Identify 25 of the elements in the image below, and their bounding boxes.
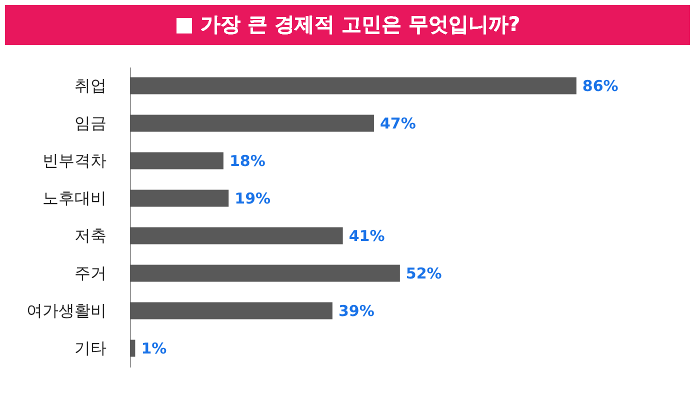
bar bbox=[130, 264, 400, 282]
data-label: 18% bbox=[229, 152, 266, 170]
bar bbox=[130, 77, 576, 94]
data-label: 1% bbox=[141, 339, 167, 358]
y-tick-label: 저축 bbox=[74, 226, 106, 245]
bar bbox=[130, 340, 136, 357]
y-tick-label: 기타 bbox=[74, 338, 106, 358]
bar bbox=[130, 152, 224, 170]
y-tick-label: 취업 bbox=[74, 76, 106, 95]
data-label: 52% bbox=[406, 264, 442, 282]
data-label: 39% bbox=[338, 302, 374, 320]
data-label: 41% bbox=[348, 226, 385, 245]
y-tick-label: 임금 bbox=[74, 113, 106, 132]
y-tick-label: 노후대비 bbox=[42, 188, 106, 208]
chart-title: ■ 가장 큰 경제적 고민은 무엇입니까? bbox=[174, 12, 520, 36]
y-tick-label: 여가생활비 bbox=[26, 300, 106, 320]
bar bbox=[130, 227, 343, 244]
data-label: 47% bbox=[380, 114, 416, 132]
y-tick-label: 빈부격차 bbox=[42, 150, 106, 170]
bar bbox=[130, 302, 332, 320]
data-label: 86% bbox=[582, 76, 618, 95]
data-label: 19% bbox=[234, 189, 271, 208]
bar bbox=[130, 114, 374, 132]
y-tick-label: 주거 bbox=[74, 263, 106, 282]
bar bbox=[130, 190, 229, 207]
